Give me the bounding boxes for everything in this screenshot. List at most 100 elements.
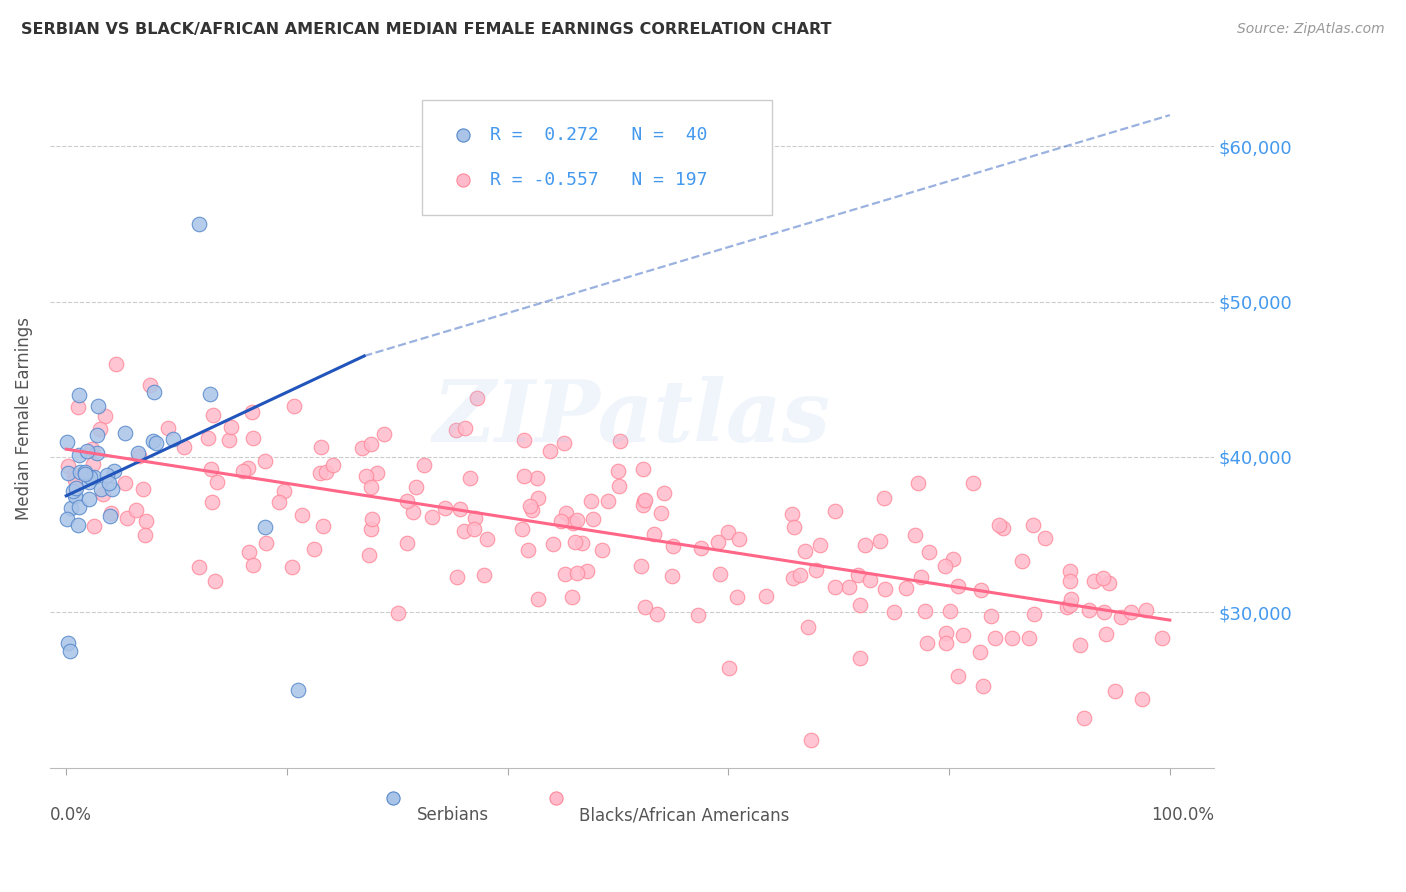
Point [218,434,240,448]
Point [202,409,225,423]
Point [219,420,242,434]
Point [782,571,804,585]
Point [315,465,337,479]
Point [232,464,254,478]
Point [114,475,136,490]
Point [65,481,87,495]
Point [934,558,956,573]
Text: ZIPatlas: ZIPatlas [433,376,831,460]
Point [387,607,409,621]
Point [63,468,86,483]
Point [804,563,827,577]
Point [87,400,110,414]
Point [938,604,960,618]
Point [935,636,957,650]
Point [853,538,876,552]
Point [444,423,467,437]
Point [808,538,831,552]
Point [634,600,657,615]
Point [526,471,548,485]
Point [128,449,150,463]
Point [824,580,846,594]
Text: R =  0.272   N =  40: R = 0.272 N = 40 [489,127,707,145]
Point [988,517,1011,532]
Point [1083,574,1105,588]
Point [413,458,436,472]
Point [56,435,79,450]
Point [62,484,84,499]
Point [434,501,457,516]
Point [454,421,477,435]
Point [93,486,115,500]
Text: SERBIAN VS BLACK/AFRICAN AMERICAN MEDIAN FEMALE EARNINGS CORRELATION CHART: SERBIAN VS BLACK/AFRICAN AMERICAN MEDIAN… [21,22,831,37]
Point [946,579,969,593]
Point [366,466,388,480]
Point [125,503,148,517]
Point [472,567,495,582]
Point [607,479,630,493]
Point [254,454,277,468]
FancyBboxPatch shape [422,100,772,215]
Point [581,493,603,508]
Point [793,543,815,558]
Point [82,457,104,471]
Point [360,522,382,536]
Point [357,548,380,562]
Point [197,431,219,445]
Point [543,537,565,551]
Point [1104,684,1126,698]
Point [846,567,869,582]
Point [58,636,80,650]
Point [291,508,314,522]
Point [567,513,589,527]
Point [903,527,925,541]
Point [952,628,974,642]
Point [561,590,583,604]
Point [914,604,936,618]
Point [157,421,180,435]
Point [519,499,541,513]
Point [56,511,79,525]
Point [283,399,305,413]
Point [991,521,1014,535]
Point [135,515,157,529]
Point [555,506,578,520]
Point [463,522,485,536]
Point [86,446,108,460]
Point [187,217,209,231]
Text: 0.0%: 0.0% [49,806,91,824]
Point [553,436,575,450]
Point [1059,574,1081,589]
Point [63,489,86,503]
Point [942,551,965,566]
Point [207,475,229,490]
Point [77,492,100,507]
Point [554,566,576,581]
Point [86,428,108,442]
Point [354,468,377,483]
Point [513,469,536,483]
Point [980,608,1002,623]
Point [475,532,498,546]
Point [1132,692,1154,706]
Point [869,533,891,548]
Point [58,644,80,658]
Point [946,669,969,683]
Point [253,520,276,534]
Point [98,509,121,524]
Point [513,433,536,447]
Point [312,519,335,533]
Point [58,467,80,481]
Point [630,559,652,574]
Point [114,425,136,440]
Point [200,387,222,401]
Text: Blacks/African Americans: Blacks/African Americans [579,806,790,824]
Point [838,580,860,594]
Point [800,732,823,747]
Point [83,470,105,484]
Point [1091,571,1114,585]
Point [883,605,905,619]
Point [204,574,226,588]
Point [643,526,665,541]
Point [83,519,105,533]
